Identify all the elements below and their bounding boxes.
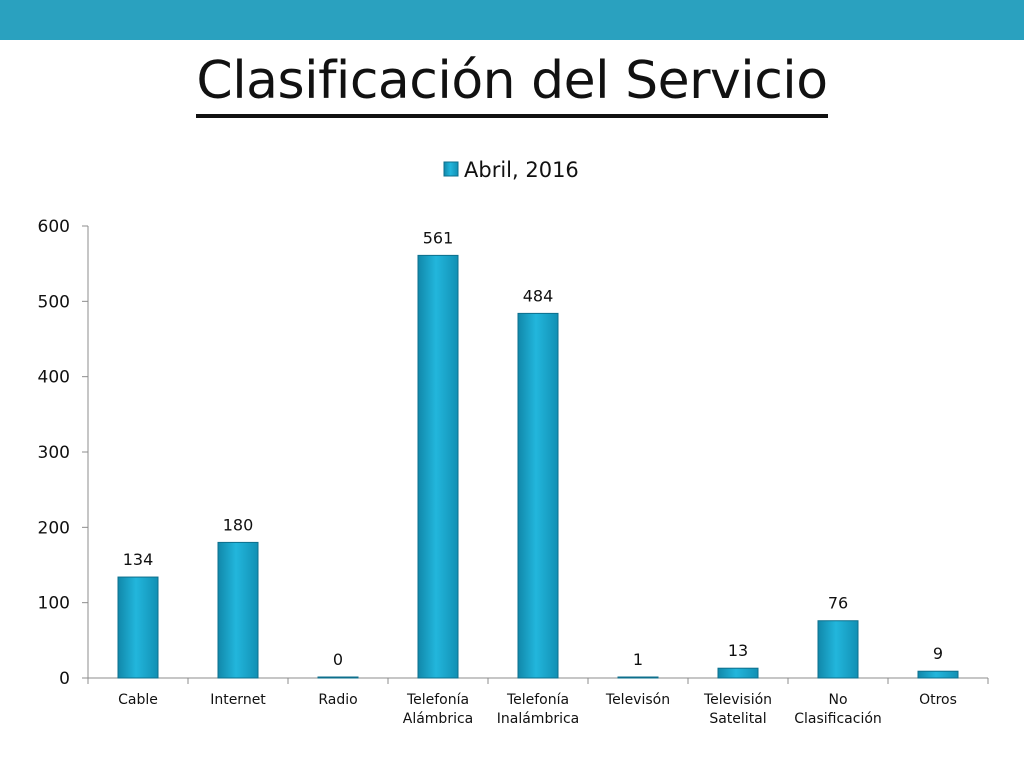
x-axis [87,677,989,684]
y-tick-label: 300 [38,443,70,463]
category-label: Cable [118,692,158,708]
category-label: Internet [210,692,266,708]
bar [317,676,359,679]
bar [617,676,659,679]
y-tick-label: 0 [59,669,70,689]
category-label: Clasificación [794,711,882,727]
category-label: Televisón [605,692,670,708]
y-tick-label: 200 [38,518,70,538]
chart-legend: Abril, 2016 [443,158,579,182]
data-label: 76 [828,594,848,613]
legend-label: Abril, 2016 [464,158,579,182]
top-accent-band [0,0,1024,40]
category-labels: Cable Internet Radio Telefonía Alámbrica Tele… [118,692,957,727]
bar [417,254,459,679]
category-label: Inalámbrica [497,711,580,727]
bar [117,576,159,679]
bar-series [117,254,959,679]
y-tick-label: 500 [38,292,70,312]
data-label: 134 [123,550,154,569]
data-label: 484 [523,286,554,305]
bar [217,541,259,679]
slide-title-container: Clasificación del Servicio [0,50,1024,118]
bar [717,667,759,679]
bar [917,670,959,679]
category-label: Otros [919,692,957,708]
y-tick-label: 600 [38,217,70,237]
category-label: Radio [318,692,357,708]
legend-swatch [443,161,459,177]
category-label: Telefonía [506,692,569,708]
y-tick-label: 400 [38,368,70,388]
data-label: 0 [333,650,343,669]
data-label: 561 [423,228,454,247]
data-label: 9 [933,644,943,663]
bar [517,312,559,679]
data-labels: 134 180 0 561 484 1 13 76 9 [123,228,943,669]
data-label: 1 [633,650,643,669]
category-label: Satelital [709,711,766,727]
category-label: No [828,692,847,708]
data-label: 180 [223,515,254,534]
bar [817,620,859,679]
y-tick-label: 100 [38,594,70,614]
y-axis: 0 100 200 300 400 500 600 [38,217,89,689]
category-label: Telefonía [406,692,469,708]
category-label: Alámbrica [403,711,474,727]
data-label: 13 [728,641,748,660]
slide-title: Clasificación del Servicio [196,50,828,118]
category-label: Televisión [703,692,772,708]
